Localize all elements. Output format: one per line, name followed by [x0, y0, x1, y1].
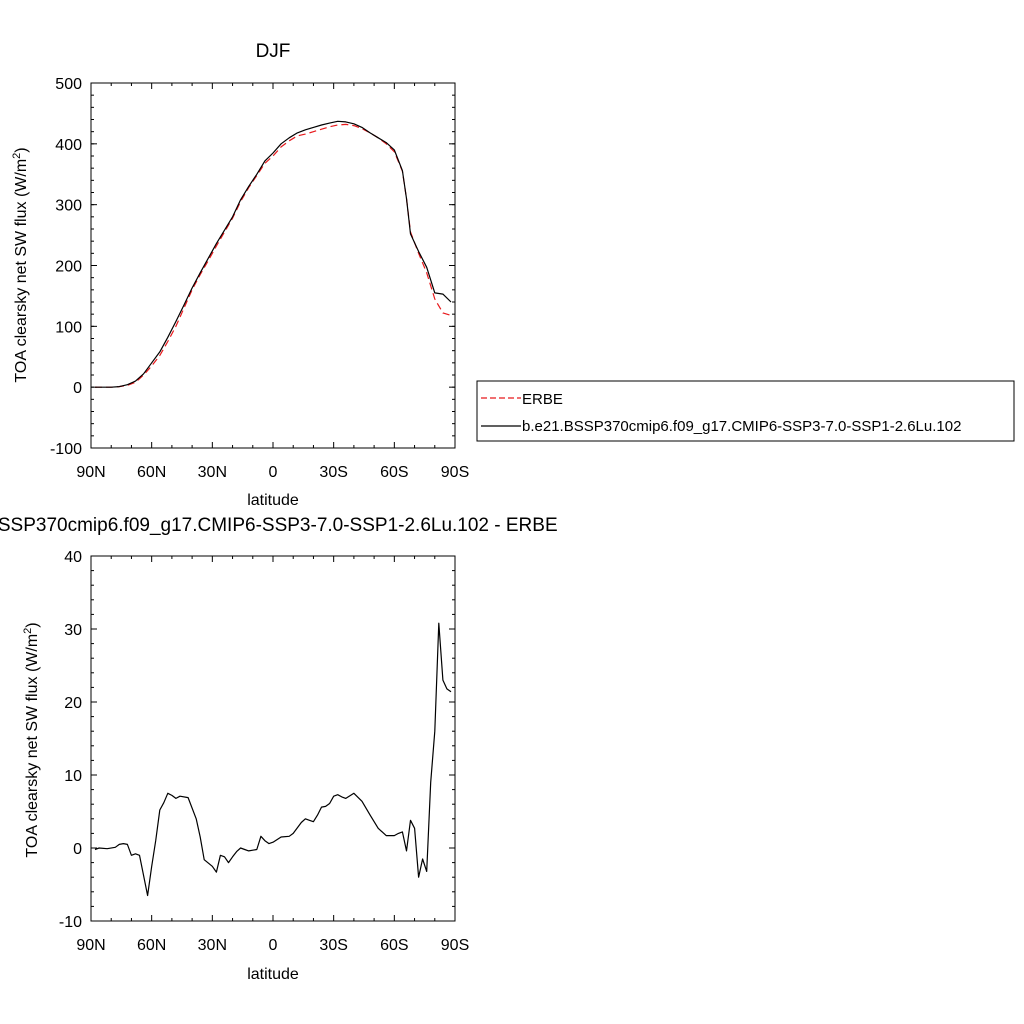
y-axis-label-text: TOA clearsky net SW flux (W/m — [24, 634, 41, 858]
legend-frame — [476, 380, 1015, 442]
y-axis-label: TOA clearsky net SW flux (W/m2) — [11, 147, 30, 382]
y-tick-label: -100 — [50, 441, 82, 458]
y-tick-label: 0 — [73, 380, 82, 397]
y-axis-label-close: ) — [24, 622, 41, 627]
x-tick-label: 60S — [380, 464, 408, 481]
x-tick-label: 60N — [137, 937, 166, 954]
series-line-model — [95, 120, 452, 388]
x-tick-label: 90S — [441, 464, 469, 481]
y-tick-label: 10 — [64, 768, 82, 785]
x-tick-label: 90N — [76, 937, 105, 954]
y-tick-label: 30 — [64, 622, 82, 639]
y-tick-label: 20 — [64, 695, 82, 712]
x-tick-label: 60S — [380, 937, 408, 954]
x-tick-label: 30S — [319, 464, 347, 481]
y-tick-label: 100 — [55, 319, 82, 336]
y-tick-label: 0 — [73, 841, 82, 858]
tick-group: 90N 60N 30N 0 30S 60S 90S -100 0 100 200 300 400 500 — [50, 76, 469, 481]
chart-title: b.e21.BSSP370cmip6.f09_g17.CMIP6-SSP3-7.… — [0, 515, 558, 536]
y-tick-label: 40 — [64, 549, 82, 566]
x-tick-label: 0 — [269, 464, 278, 481]
y-tick-label: 500 — [55, 76, 82, 93]
series-line-difference — [94, 622, 452, 897]
x-tick-label: 90S — [441, 937, 469, 954]
legend: ERBE b.e21.BSSP370cmip6.f09_g17.CMIP6-SS… — [476, 380, 1015, 442]
y-tick-label: -10 — [59, 914, 82, 931]
legend-label-erbe: ERBE — [522, 391, 563, 408]
x-tick-label: 30N — [198, 937, 227, 954]
chart-difference: b.e21.BSSP370cmip6.f09_g17.CMIP6-SSP3-7.… — [0, 515, 558, 983]
y-axis-label-close: ) — [13, 147, 30, 152]
y-tick-label: 300 — [55, 198, 82, 215]
x-tick-label: 90N — [76, 464, 105, 481]
y-tick-label: 200 — [55, 259, 82, 276]
y-axis-label-superscript: 2 — [11, 153, 23, 159]
series-group — [94, 622, 452, 897]
y-axis-label-superscript: 2 — [22, 628, 34, 634]
legend-label-model: b.e21.BSSP370cmip6.f09_g17.CMIP6-SSP3-7.… — [522, 418, 961, 435]
y-axis-label: TOA clearsky net SW flux (W/m2) — [22, 622, 41, 857]
chart-title: DJF — [256, 41, 291, 62]
series-group — [95, 120, 452, 388]
x-tick-label: 30S — [319, 937, 347, 954]
x-tick-label: 0 — [269, 937, 278, 954]
x-axis-label: latitude — [247, 966, 299, 983]
tick-group: 90N 60N 30N 0 30S 60S 90S -10 0 10 20 30 40 — [59, 549, 469, 954]
chart-djf-flux: DJF 90N 60N 30N 0 30S 60S 90S -100 0 100 200 300 400… — [11, 41, 1015, 509]
y-axis-label-text: TOA clearsky net SW flux (W/m — [13, 159, 30, 383]
x-tick-label: 30N — [198, 464, 227, 481]
x-axis-label: latitude — [247, 492, 299, 509]
y-tick-label: 400 — [55, 137, 82, 154]
x-tick-label: 60N — [137, 464, 166, 481]
